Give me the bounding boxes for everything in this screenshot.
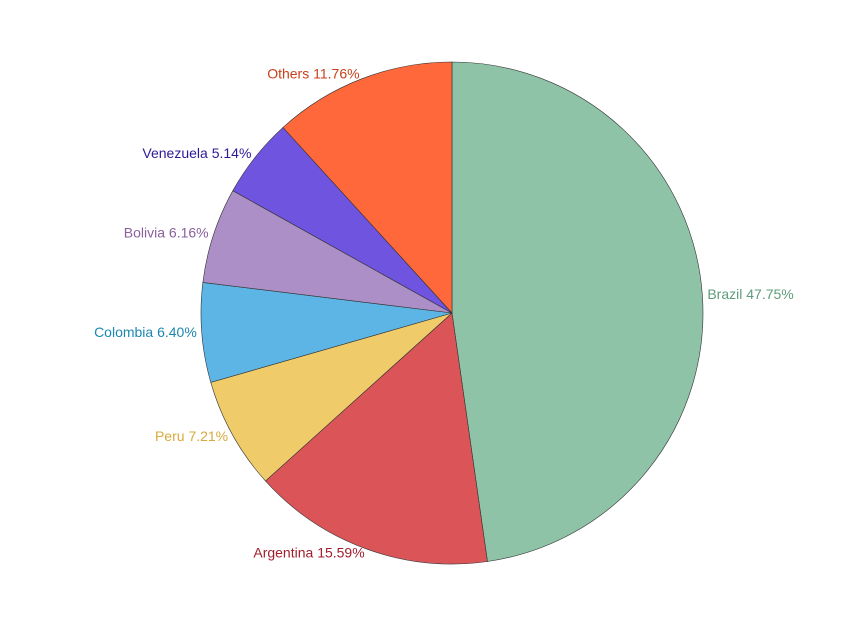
slice-label: Brazil 47.75% bbox=[707, 286, 793, 302]
slice-value: 47.75% bbox=[746, 286, 793, 302]
pie-slice bbox=[265, 312, 488, 565]
slice-label: Colombia 6.40% bbox=[94, 324, 197, 340]
slice-value: 7.21% bbox=[188, 428, 228, 444]
slice-label: Argentina 15.59% bbox=[253, 544, 364, 560]
slice-value: 5.14% bbox=[212, 145, 252, 161]
slice-value: 6.16% bbox=[169, 224, 209, 240]
pie-slice bbox=[282, 61, 453, 314]
slice-value: 6.40% bbox=[157, 324, 197, 340]
pie-slice bbox=[210, 312, 453, 482]
slice-name: Bolivia bbox=[124, 224, 165, 240]
slice-label: Bolivia 6.16% bbox=[124, 224, 209, 240]
slice-label: Peru 7.21% bbox=[155, 428, 228, 444]
slice-name: Brazil bbox=[707, 286, 742, 302]
slice-label: Others 11.76% bbox=[267, 65, 359, 81]
slice-name: Argentina bbox=[253, 544, 313, 560]
slice-name: Colombia bbox=[94, 324, 153, 340]
slice-value: 11.76% bbox=[313, 65, 359, 81]
slice-name: Venezuela bbox=[142, 145, 208, 161]
slice-value: 15.59% bbox=[317, 544, 364, 560]
slice-name: Peru bbox=[155, 428, 185, 444]
pie-slice bbox=[451, 61, 704, 562]
slice-label: Venezuela 5.14% bbox=[142, 145, 251, 161]
slice-name: Others bbox=[267, 65, 309, 81]
